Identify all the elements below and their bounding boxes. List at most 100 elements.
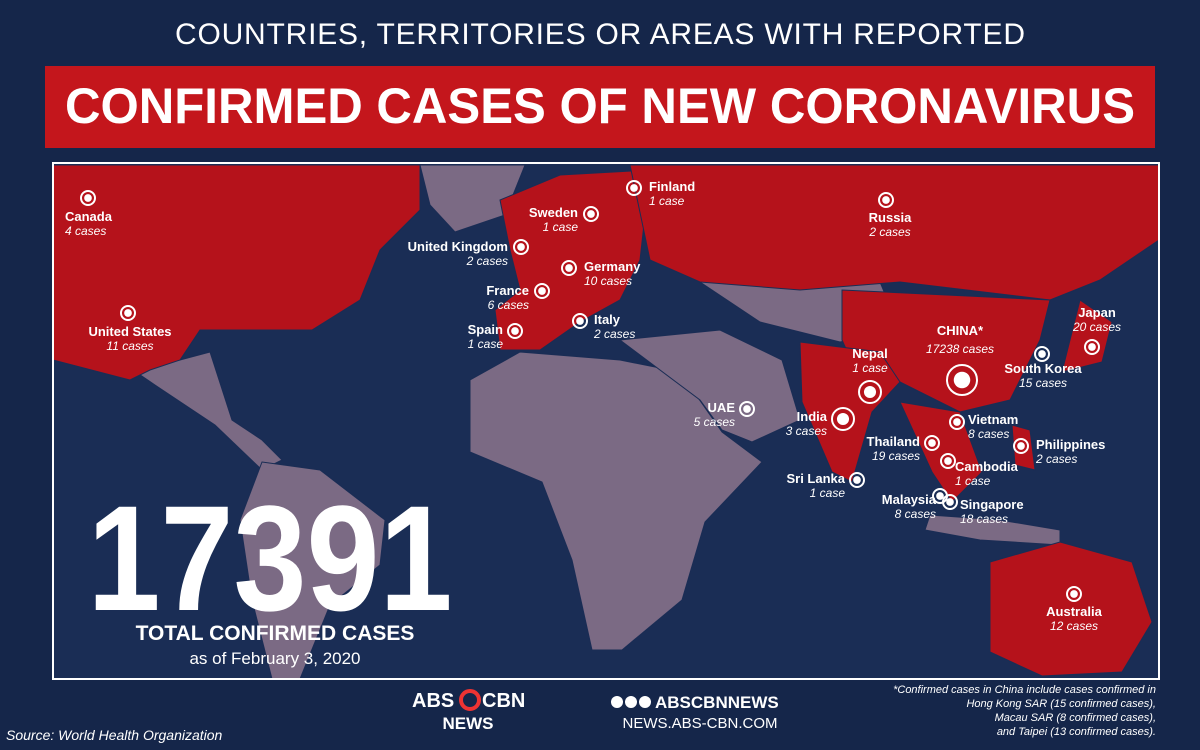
country-name: Russia xyxy=(869,210,912,225)
country-name: India xyxy=(797,409,828,424)
country-cases: 6 cases xyxy=(488,298,529,312)
total-value: 17391 xyxy=(88,474,453,642)
subtitle: COUNTRIES, TERRITORIES OR AREAS WITH REP… xyxy=(175,18,1025,51)
marker-dot xyxy=(928,439,936,447)
country-cases: 8 cases xyxy=(895,507,936,521)
marker-dot xyxy=(576,317,584,325)
marker-ring xyxy=(80,190,96,206)
country-cases: 2 cases xyxy=(466,254,508,268)
marker-ring xyxy=(120,305,136,321)
country-name: Japan xyxy=(1078,305,1116,320)
country-cases: 1 case xyxy=(649,194,685,208)
marker-dot xyxy=(84,194,92,202)
country-cases: 2 cases xyxy=(868,225,910,239)
marker-dot xyxy=(936,492,944,500)
marker-dot xyxy=(946,498,954,506)
marker-dot xyxy=(1017,442,1025,450)
marker-dot xyxy=(836,412,850,426)
country-name: Nepal xyxy=(852,346,887,361)
country-cases: 3 cases xyxy=(786,424,827,438)
marker-ring xyxy=(1084,339,1100,355)
logo-cbn: CBN xyxy=(482,690,525,712)
marker-ring xyxy=(583,206,599,222)
japan xyxy=(1061,299,1113,373)
marker-ring xyxy=(626,180,642,196)
marker-ring xyxy=(878,192,894,208)
country-cases: 1 case xyxy=(543,220,579,234)
marker-ring xyxy=(924,435,940,451)
marker-dot xyxy=(1088,343,1096,351)
marker-dot xyxy=(1070,590,1078,598)
marker-dot xyxy=(853,476,861,484)
footnote-line: Macau SAR (8 confirmed cases), xyxy=(995,712,1156,724)
country-name: Thailand xyxy=(867,434,921,449)
marker-ring xyxy=(507,323,523,339)
country-name: Cambodia xyxy=(955,459,1019,474)
country-cases: 4 cases xyxy=(65,224,106,238)
country-name: South Korea xyxy=(1004,361,1082,376)
logo: ABS CBN NEWS xyxy=(412,689,525,733)
marker-dot xyxy=(587,210,595,218)
marker-dot xyxy=(124,309,132,317)
logo-abs: ABS xyxy=(412,690,454,712)
country-name: Canada xyxy=(65,209,113,224)
map-frame xyxy=(52,162,1160,680)
country-cases: 11 cases xyxy=(106,339,153,353)
marker-ring xyxy=(561,260,577,276)
country-name: Philippines xyxy=(1036,437,1105,452)
marker-ring xyxy=(534,283,550,299)
africa xyxy=(469,351,763,651)
country-cases: 1 case xyxy=(468,337,504,351)
north-america xyxy=(52,164,421,381)
country-name: Germany xyxy=(584,259,641,274)
marker-ring xyxy=(739,401,755,417)
country-name: Italy xyxy=(594,312,621,327)
country-name: Sri Lanka xyxy=(786,471,845,486)
title: CONFIRMED CASES OF NEW CORONAVIRUS xyxy=(65,78,1135,134)
marker-ring xyxy=(572,313,588,329)
marker-dot xyxy=(953,418,961,426)
country-name: Singapore xyxy=(960,497,1024,512)
country-cases: 20 cases xyxy=(1072,320,1121,334)
middle-east xyxy=(618,329,801,443)
marker-dot xyxy=(538,287,546,295)
country-name: Finland xyxy=(649,179,695,194)
marker-ring xyxy=(1066,586,1082,602)
south-america xyxy=(239,461,386,680)
total-date: as of February 3, 2020 xyxy=(189,649,360,668)
marker-ring xyxy=(940,453,956,469)
marker-ring xyxy=(513,239,529,255)
footnote: *Confirmed cases in China include cases … xyxy=(893,684,1156,738)
social-icons xyxy=(611,696,651,708)
map xyxy=(52,162,1160,680)
footnote-line: and Taipei (13 confirmed cases). xyxy=(997,726,1156,738)
country-cases: 1 case xyxy=(810,486,846,500)
country-cases: 18 cases xyxy=(960,512,1008,526)
footnote-line: Hong Kong SAR (15 confirmed cases), xyxy=(966,698,1156,710)
country-cases: 5 cases xyxy=(694,415,735,429)
country-cases: 19 cases xyxy=(872,449,920,463)
logo-ring xyxy=(459,689,481,711)
marker-dot xyxy=(953,371,971,389)
marker-dot xyxy=(944,457,952,465)
marker-dot xyxy=(565,264,573,272)
country-name: Spain xyxy=(468,322,503,337)
country-name: United States xyxy=(88,324,171,339)
country-name: Sweden xyxy=(529,205,578,220)
marker-dot xyxy=(882,196,890,204)
marker-ring xyxy=(946,364,978,396)
country-cases: 15 cases xyxy=(1019,376,1067,390)
marker-ring xyxy=(949,414,965,430)
central-america xyxy=(128,351,283,471)
country-cases: 12 cases xyxy=(1050,619,1098,633)
marker-ring xyxy=(1034,346,1050,362)
marker-ring xyxy=(942,494,958,510)
country-name: UAE xyxy=(708,400,736,415)
marker-dot xyxy=(743,405,751,413)
marker-dot xyxy=(517,243,525,251)
country-cases: 2 cases xyxy=(593,327,635,341)
logo-news: NEWS xyxy=(443,714,494,733)
marker-ring xyxy=(858,380,882,404)
